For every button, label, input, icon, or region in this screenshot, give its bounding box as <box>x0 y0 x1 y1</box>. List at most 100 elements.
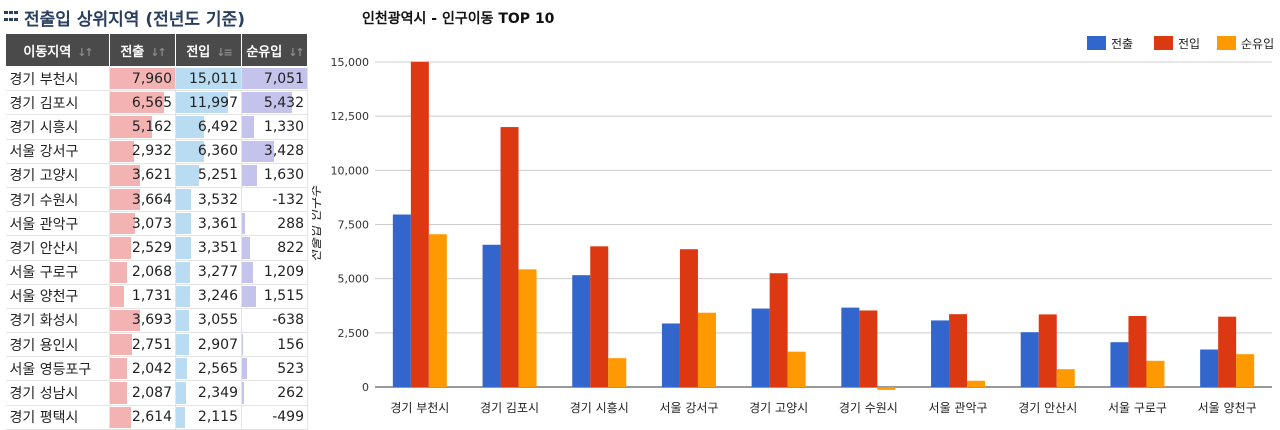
bar-out <box>751 308 770 387</box>
out-value: 6,565 <box>131 94 172 111</box>
bar-in <box>1038 314 1057 387</box>
out-value: 5,162 <box>131 118 172 135</box>
out-cell: 2,932 <box>109 139 176 164</box>
out-value: 2,068 <box>131 264 172 281</box>
net-value: -132 <box>272 191 304 208</box>
bar-out <box>572 275 591 387</box>
out-value: 2,932 <box>131 143 172 160</box>
grid-icon <box>4 11 18 23</box>
column-header-out[interactable]: 전출 ↓↑ <box>109 33 176 67</box>
in-cell: 2,565 <box>175 356 242 382</box>
in-databar <box>176 188 192 211</box>
x-tick-label: 서울 양천구 <box>1198 400 1257 415</box>
in-value: 3,532 <box>197 191 238 208</box>
column-header-net[interactable]: 순유입 ↓↑ <box>241 33 308 67</box>
legend-label: 순유입 <box>1241 37 1274 51</box>
region-cell: 경기 성남시 <box>5 380 110 406</box>
bar-out <box>1110 342 1129 387</box>
bar-net <box>428 234 447 387</box>
in-value: 3,277 <box>197 264 238 281</box>
in-cell: 3,055 <box>175 308 242 334</box>
out-cell: 5,162 <box>109 114 176 140</box>
net-databar <box>242 334 244 356</box>
out-databar <box>110 213 136 235</box>
region-cell: 경기 고양시 <box>5 163 110 188</box>
x-tick-label: 서울 구로구 <box>1108 401 1167 415</box>
table-row[interactable]: 서울 구로구 2,068 3,277 1,209 <box>5 260 308 285</box>
sort-icon[interactable]: ↓↑ <box>288 45 305 59</box>
bar-in <box>859 310 878 387</box>
in-cell: 3,532 <box>175 187 242 213</box>
table-row[interactable]: 경기 부천시 7,960 15,011 7,051 <box>5 66 308 92</box>
region-cell: 경기 시흥시 <box>5 114 110 140</box>
bar-in <box>410 61 429 388</box>
in-databar <box>176 92 228 114</box>
out-databar <box>110 406 132 428</box>
in-databar <box>176 285 191 307</box>
out-databar <box>110 68 175 90</box>
table-row[interactable]: 경기 평택시 2,614 2,115 -499 <box>5 405 308 430</box>
net-databar <box>242 140 274 162</box>
transfer-table: 이동지역 ↓↑ 전출 ↓↑ 전입 ↓≡ 순유입 ↓↑ 경기 부천시 7,960 15,011… <box>5 33 308 430</box>
table-row[interactable]: 서울 관악구 3,073 3,361 288 <box>5 211 308 237</box>
in-databar <box>176 406 186 428</box>
in-cell: 15,011 <box>175 66 242 92</box>
table-row[interactable]: 서울 강서구 2,932 6,360 3,428 <box>5 139 308 164</box>
column-header-in[interactable]: 전입 ↓≡ <box>175 33 242 67</box>
table-row[interactable]: 경기 김포시 6,565 11,997 5,432 <box>5 90 308 116</box>
bar-in <box>590 246 609 387</box>
out-value: 2,529 <box>131 239 172 256</box>
out-databar <box>110 188 140 211</box>
net-value: 822 <box>277 239 304 256</box>
table-row[interactable]: 서울 양천구 1,731 3,246 1,515 <box>5 284 308 309</box>
net-databar <box>242 68 307 90</box>
out-databar <box>110 358 127 380</box>
x-tick-label: 경기 고양시 <box>749 401 808 415</box>
net-value: -638 <box>272 312 304 329</box>
table-row[interactable]: 경기 안산시 2,529 3,351 822 <box>5 235 308 261</box>
sort-icon[interactable]: ↓↑ <box>77 45 94 59</box>
region-cell: 경기 김포시 <box>5 90 110 116</box>
sort-desc-icon[interactable]: ↓≡ <box>216 45 233 59</box>
net-cell: 1,209 <box>241 260 308 285</box>
sort-icon[interactable]: ↓↑ <box>150 45 167 59</box>
column-header-label: 전입 <box>186 44 211 60</box>
in-value: 3,246 <box>197 288 238 305</box>
bar-out <box>1200 349 1219 387</box>
region-cell: 경기 안산시 <box>5 235 110 261</box>
net-value: 1,630 <box>263 167 304 184</box>
out-databar <box>110 382 128 404</box>
out-cell: 2,614 <box>109 405 176 430</box>
in-databar <box>176 213 191 235</box>
in-cell: 3,361 <box>175 211 242 237</box>
table-row[interactable]: 경기 용인시 2,751 2,907 156 <box>5 332 308 358</box>
in-databar <box>176 358 188 380</box>
net-databar <box>242 213 245 235</box>
y-tick-label: 5,000 <box>338 273 370 286</box>
table-row[interactable]: 경기 화성시 3,693 3,055 -638 <box>5 308 308 334</box>
region-cell: 서울 관악구 <box>5 211 110 237</box>
net-cell: 1,515 <box>241 284 308 309</box>
out-value: 7,960 <box>131 70 172 87</box>
table-row[interactable]: 서울 영등포구 2,042 2,565 523 <box>5 356 308 382</box>
net-value: 523 <box>277 360 304 377</box>
table-row[interactable]: 경기 수원시 3,664 3,532 -132 <box>5 187 308 213</box>
table-row[interactable]: 경기 시흥시 5,162 6,492 1,330 <box>5 114 308 140</box>
legend-swatch <box>1217 36 1236 50</box>
table-row[interactable]: 경기 고양시 3,621 5,251 1,630 <box>5 163 308 188</box>
x-tick-label: 서울 관악구 <box>929 401 988 415</box>
in-cell: 6,360 <box>175 139 242 164</box>
table-row[interactable]: 경기 성남시 2,087 2,349 262 <box>5 380 308 406</box>
out-cell: 1,731 <box>109 284 176 309</box>
in-value: 11,997 <box>189 94 238 111</box>
region-cell: 경기 용인시 <box>5 332 110 358</box>
bar-net <box>877 387 896 390</box>
net-databar <box>242 285 256 307</box>
net-value: 5,432 <box>263 94 304 111</box>
bar-out <box>1020 332 1039 387</box>
column-header-label: 순유입 <box>246 44 283 60</box>
bar-in <box>949 314 968 387</box>
column-header-region[interactable]: 이동지역 ↓↑ <box>5 33 110 67</box>
in-value: 6,360 <box>197 143 238 160</box>
chart-panel: 인천광역시 - 인구이동 TOP 10 전출입 인구수 0 2,500 5,000 7,5… <box>312 0 1280 430</box>
